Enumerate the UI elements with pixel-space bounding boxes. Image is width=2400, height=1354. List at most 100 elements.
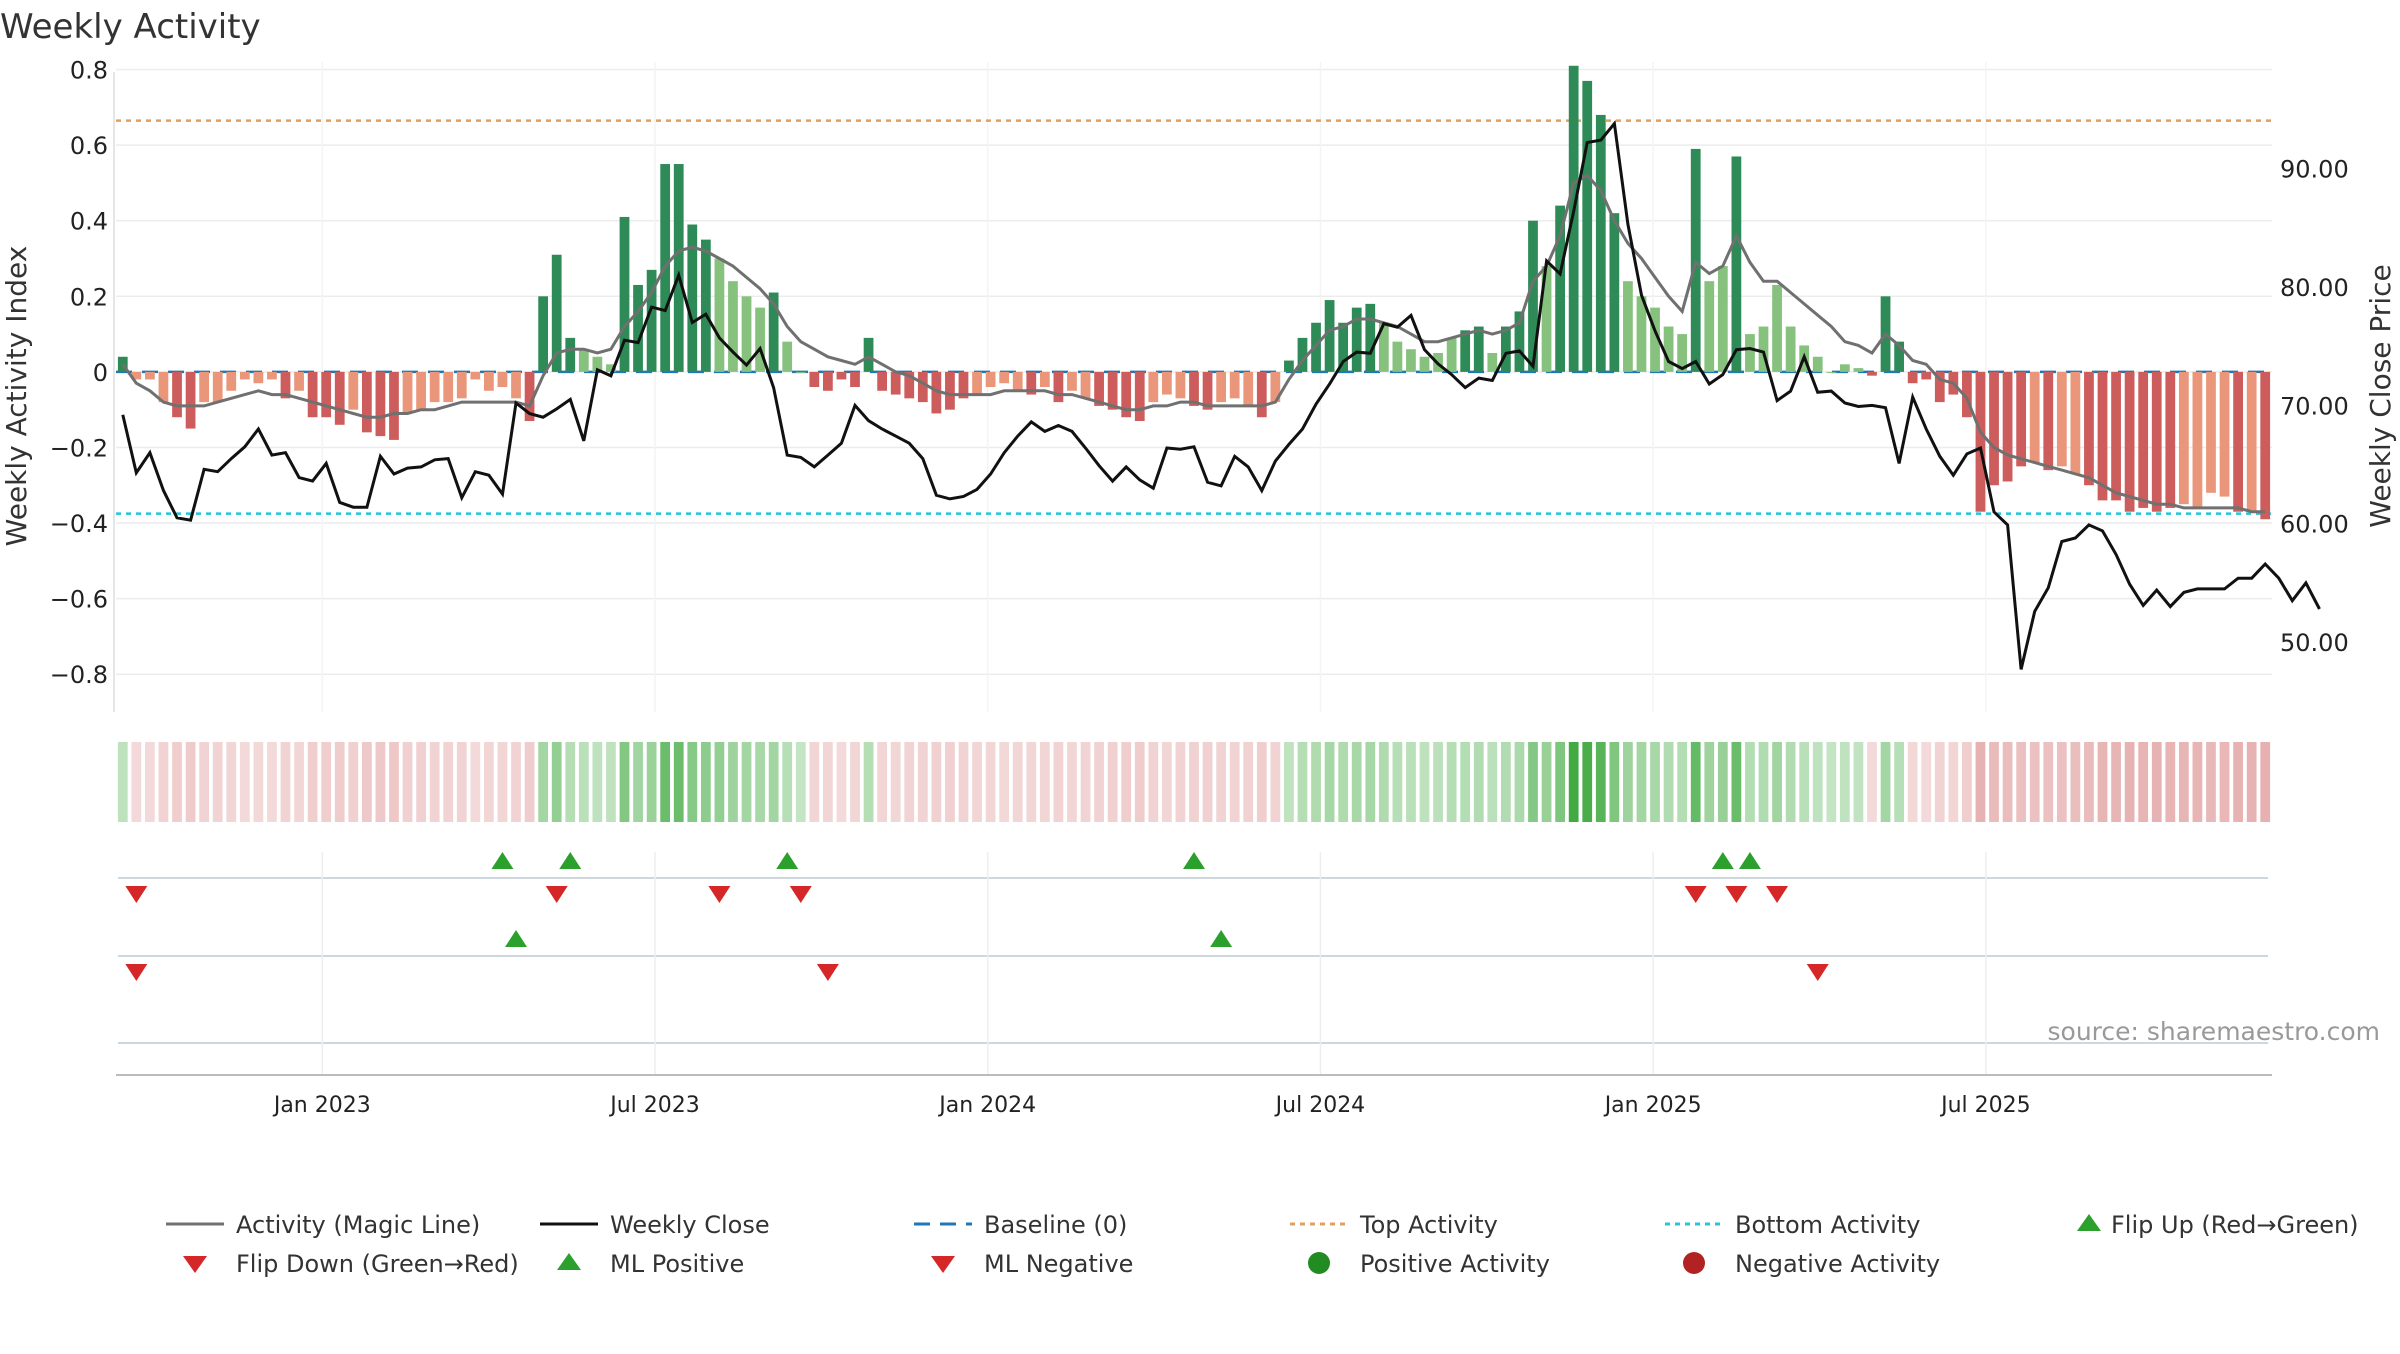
heat-cell bbox=[1677, 742, 1688, 822]
activity-bar bbox=[1717, 266, 1728, 372]
reference-lines bbox=[116, 119, 2272, 515]
activity-bar bbox=[1067, 371, 1077, 391]
activity-bar bbox=[714, 258, 725, 372]
activity-bar bbox=[294, 371, 304, 391]
heat-cell bbox=[728, 742, 738, 822]
activity-bar bbox=[565, 337, 576, 372]
activity-bar bbox=[1039, 371, 1050, 387]
heat-cell bbox=[1880, 742, 1891, 822]
heat-cell bbox=[1785, 742, 1796, 822]
activity-bar bbox=[1894, 341, 1904, 372]
y-tick-label-left: 0.2 bbox=[70, 283, 108, 311]
heat-cell bbox=[1134, 742, 1145, 822]
activity-bar bbox=[917, 371, 928, 403]
activity-bar bbox=[267, 371, 277, 380]
activity-bar bbox=[741, 296, 752, 372]
heat-cell bbox=[267, 742, 277, 822]
activity-bar bbox=[1772, 284, 1782, 372]
activity-bar bbox=[226, 371, 237, 391]
flip-down-marker bbox=[1725, 886, 1748, 903]
source-note: source: sharemaestro.com bbox=[2048, 1017, 2381, 1046]
heat-cell bbox=[361, 742, 372, 822]
activity-bar bbox=[2084, 371, 2094, 486]
flip-down-marker bbox=[1766, 886, 1789, 903]
activity-bar bbox=[606, 364, 616, 372]
ml-positive-marker bbox=[505, 930, 528, 947]
heat-cell bbox=[429, 742, 440, 822]
activity-bar bbox=[1284, 360, 1294, 372]
activity-bar bbox=[1487, 352, 1498, 372]
heat-cell bbox=[1039, 742, 1050, 822]
heat-cell bbox=[2151, 742, 2162, 822]
ml-negative-marker bbox=[125, 964, 148, 981]
x-tick-label: Jul 2024 bbox=[1274, 1093, 1366, 1118]
activity-bar bbox=[1446, 337, 1457, 372]
heat-cell bbox=[226, 742, 237, 822]
heat-cell bbox=[2260, 742, 2271, 822]
activity-bar bbox=[1623, 281, 1633, 372]
heat-cell bbox=[470, 742, 481, 822]
activity-bar bbox=[782, 341, 793, 372]
activity-bar bbox=[443, 371, 454, 403]
heat-cell bbox=[253, 742, 264, 822]
y-tick-label-right: 80.00 bbox=[2280, 274, 2349, 302]
activity-bar bbox=[945, 371, 955, 410]
activity-bar bbox=[307, 371, 318, 418]
heat-cell bbox=[389, 742, 399, 822]
heat-cell bbox=[1894, 742, 1904, 822]
heat-cell bbox=[2246, 742, 2257, 822]
activity-bar bbox=[1473, 326, 1484, 372]
heat-cell bbox=[1446, 742, 1457, 822]
heat-cell bbox=[1595, 742, 1606, 822]
heat-cell bbox=[2111, 742, 2121, 822]
activity-bar bbox=[823, 371, 833, 391]
heat-cell bbox=[714, 742, 725, 822]
heat-cell bbox=[2138, 742, 2149, 822]
heat-cell bbox=[1094, 742, 1104, 822]
flip-up-marker bbox=[491, 852, 514, 869]
activity-bar bbox=[348, 371, 359, 410]
heat-cell bbox=[823, 742, 833, 822]
activity-bar bbox=[1839, 364, 1850, 372]
legend-label: Weekly Close bbox=[610, 1211, 770, 1239]
heat-cell bbox=[402, 742, 413, 822]
activity-bar bbox=[1975, 371, 1986, 512]
activity-bar bbox=[1514, 311, 1525, 372]
heat-cell bbox=[145, 742, 155, 822]
heat-cell bbox=[687, 742, 698, 822]
heat-cell bbox=[1609, 742, 1620, 822]
heat-cell bbox=[511, 742, 521, 822]
heat-cell bbox=[1365, 742, 1376, 822]
activity-bar bbox=[2192, 371, 2203, 508]
x-tick-label: Jan 2024 bbox=[937, 1093, 1036, 1118]
activity-bar bbox=[2111, 371, 2121, 501]
heat-cell bbox=[1500, 742, 1511, 822]
x-tick-label: Jul 2023 bbox=[608, 1093, 700, 1118]
activity-bar bbox=[1161, 371, 1172, 395]
activity-bar bbox=[1745, 334, 1755, 372]
heat-cell bbox=[1067, 742, 1077, 822]
heat-cell bbox=[1338, 742, 1349, 822]
heat-cell bbox=[2016, 742, 2027, 822]
ml-positive-marker bbox=[1210, 930, 1233, 947]
heat-cell bbox=[1650, 742, 1660, 822]
activity-bar bbox=[1107, 371, 1118, 410]
activity-bar bbox=[1826, 371, 1837, 373]
activity-bar bbox=[1595, 114, 1606, 372]
heat-cell bbox=[958, 742, 969, 822]
activity-bar bbox=[402, 371, 413, 414]
activity-bar bbox=[1677, 334, 1688, 372]
heat-cell bbox=[1324, 742, 1335, 822]
heat-cell bbox=[1175, 742, 1186, 822]
heat-cell bbox=[1758, 742, 1769, 822]
activity-bar bbox=[1148, 371, 1159, 403]
heat-cell bbox=[1256, 742, 1267, 822]
heat-cell bbox=[1012, 742, 1023, 822]
heat-cell bbox=[1826, 742, 1837, 822]
activity-bar bbox=[524, 371, 535, 422]
heat-cell bbox=[660, 742, 671, 822]
heat-cell bbox=[2029, 742, 2040, 822]
activity-bar bbox=[1256, 371, 1267, 418]
heat-cell bbox=[619, 742, 630, 822]
